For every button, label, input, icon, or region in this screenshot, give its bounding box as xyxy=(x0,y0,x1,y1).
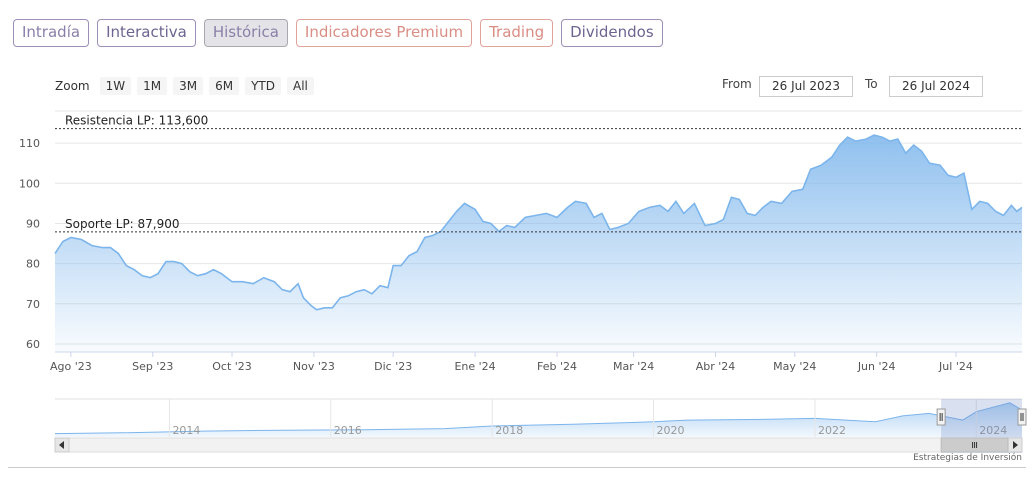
to-date-input[interactable]: 26 Jul 2024 xyxy=(889,76,983,97)
navigator-handle[interactable] xyxy=(1017,408,1027,426)
zoom-button-1m[interactable]: 1M xyxy=(137,77,168,95)
navigator-tick-label: 2022 xyxy=(818,424,846,437)
from-label: From xyxy=(722,77,752,91)
y-tick-label: 80 xyxy=(26,258,40,271)
zoom-button-all[interactable]: All xyxy=(287,77,314,95)
x-tick-label: Abr '24 xyxy=(696,360,736,373)
zoom-button-1w[interactable]: 1W xyxy=(99,77,132,95)
x-tick-label: Jul '24 xyxy=(938,360,973,373)
annotation-label: Resistencia LP: 113,600 xyxy=(65,114,208,128)
x-tick-label: Mar '24 xyxy=(613,360,654,373)
y-tick-label: 100 xyxy=(19,177,40,190)
chart-credit: Estrategias de Inversión xyxy=(913,453,1022,463)
y-tick-label: 110 xyxy=(19,137,40,150)
zoom-button-6m[interactable]: 6M xyxy=(209,77,240,95)
scrollbar-track[interactable] xyxy=(54,437,1023,453)
scroll-right-button[interactable] xyxy=(1007,437,1023,453)
tab-trading[interactable]: Trading xyxy=(480,19,554,47)
from-date-input[interactable]: 26 Jul 2023 xyxy=(759,76,853,97)
zoom-label: Zoom xyxy=(55,79,90,93)
navigator-tick-label: 2016 xyxy=(334,424,362,437)
x-tick-label: Nov '23 xyxy=(293,360,335,373)
zoom-button-3m[interactable]: 3M xyxy=(173,77,204,95)
tab-indicadores-premium[interactable]: Indicadores Premium xyxy=(295,19,473,47)
x-tick-label: May '24 xyxy=(773,360,816,373)
x-tick-label: Sep '23 xyxy=(132,360,173,373)
arrow-left-icon xyxy=(59,441,64,449)
x-tick-label: Jun '24 xyxy=(857,360,896,373)
navigator-tick-label: 2024 xyxy=(979,424,1007,437)
y-tick-label: 60 xyxy=(26,338,40,351)
scrollbar-thumb[interactable] xyxy=(940,437,1009,453)
to-label: To xyxy=(865,77,878,91)
navigator-tick-label: 2020 xyxy=(656,424,684,437)
navigator-tick-label: 2018 xyxy=(495,424,523,437)
arrow-right-icon xyxy=(1013,441,1018,449)
annotation-label: Soporte LP: 87,900 xyxy=(65,217,180,231)
footer-divider xyxy=(8,467,1026,468)
navigator-tick-label: 2014 xyxy=(172,424,200,437)
series-line xyxy=(54,134,1023,311)
tab-intradía[interactable]: Intradía xyxy=(13,19,90,47)
zoom-selector: Zoom 1W 1M 3M 6M YTD All xyxy=(55,77,314,95)
y-tick-label: 90 xyxy=(26,217,40,230)
navigator-handle[interactable] xyxy=(936,408,946,426)
x-tick-label: Oct '23 xyxy=(212,360,252,373)
x-tick-label: Dic '23 xyxy=(374,360,412,373)
zoom-button-ytd[interactable]: YTD xyxy=(245,77,281,95)
x-tick-label: Ago '23 xyxy=(50,360,92,373)
scroll-left-button[interactable] xyxy=(54,437,70,453)
tab-dividendos[interactable]: Dividendos xyxy=(561,19,663,47)
tab-interactiva[interactable]: Interactiva xyxy=(97,19,196,47)
tab-bar: Intradía Interactiva Histórica Indicadores … xyxy=(13,19,663,47)
series-area-fill xyxy=(55,135,1022,352)
tab-histórica[interactable]: Histórica xyxy=(203,19,288,47)
navigator-area xyxy=(55,402,1022,437)
y-tick-label: 70 xyxy=(26,298,40,311)
x-tick-label: Ene '24 xyxy=(454,360,495,373)
navigator-selection[interactable] xyxy=(941,399,1022,453)
navigator-line xyxy=(54,402,1023,435)
x-tick-label: Feb '24 xyxy=(537,360,577,373)
